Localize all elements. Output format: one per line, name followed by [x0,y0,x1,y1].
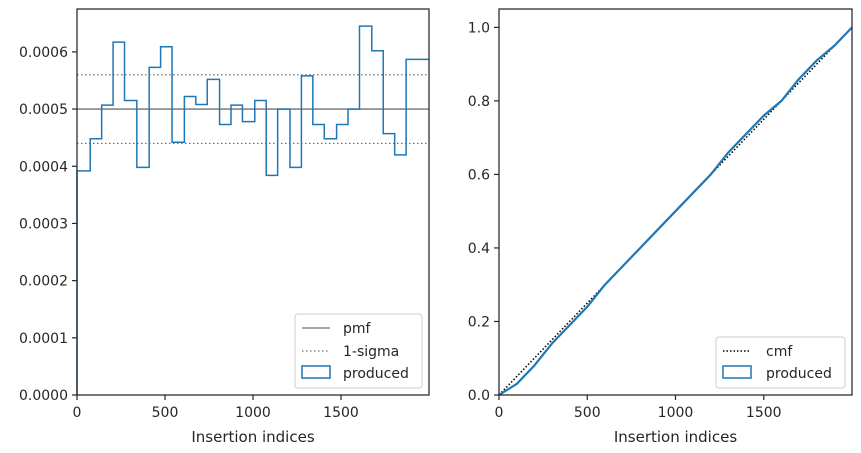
x-tick-label: 1000 [235,405,271,421]
y-tick-label: 0.0004 [19,159,68,175]
y-axis-ticks: 0.0000 0.0001 0.0002 0.0003 0.0004 0.0005 0.00… [19,45,77,404]
y-tick-label: 0.0000 [19,388,68,404]
y-tick-label: 0.0001 [19,331,68,347]
x-axis-label: Insertion indices [191,428,314,446]
y-tick-label: 0.0002 [19,274,68,290]
y-tick-label: 1.0 [468,20,490,36]
x-tick-label: 1500 [746,405,782,421]
y-tick-label: 0.4 [468,241,490,257]
x-tick-label: 500 [152,405,179,421]
legend-pmf-label: pmf [343,321,372,337]
produced-cumulative-line [498,26,853,396]
cmf-line [498,26,853,396]
legend-frame [294,313,423,389]
legend-produced-swatch [301,365,331,379]
y-tick-label: 0.0003 [19,216,68,232]
x-axis-label: Insertion indices [614,428,737,446]
x-tick-label: 1000 [658,405,694,421]
legend-produced-label: produced [766,366,832,382]
legend-produced-label: produced [343,366,409,382]
y-tick-label: 0.0005 [19,102,68,118]
x-axis-ticks: 0 500 1000 1500 [73,395,359,421]
x-tick-label: 1500 [323,405,359,421]
y-tick-label: 0.0006 [19,45,68,61]
reference-lines [77,74,429,145]
x-tick-label: 0 [73,405,82,421]
y-axis-ticks: 0.0 0.2 0.4 0.6 0.8 1.0 [468,20,499,404]
pmf-chart: 0 500 1000 1500 0.00000.00010.00020.00030.0… [19,8,430,446]
y-tick-label: 0.2 [468,314,490,330]
legend: cmf produced [715,336,846,389]
series-layer [498,26,853,396]
legend-1-sigma-label: 1-sigma [343,344,399,360]
y-tick-label: 0.0 [468,388,490,404]
legend-produced-swatch [722,365,752,379]
produced-step-histogram [76,25,429,395]
legend-cmf-label: cmf [766,344,793,360]
y-tick-label: 0.8 [468,94,490,110]
cmf-chart: 0 500 1000 1500 0.0 0.2 0.4 0.6 0.8 1.0 Insertio… [468,8,853,446]
x-tick-label: 0 [495,405,504,421]
x-axis-ticks: 0 500 1000 1500 [495,395,782,421]
legend-frame [715,336,846,389]
legend: pmf 1-sigma produced [294,313,423,389]
y-tick-label: 0.6 [468,167,490,183]
series-layer [76,25,429,395]
x-tick-label: 500 [574,405,601,421]
